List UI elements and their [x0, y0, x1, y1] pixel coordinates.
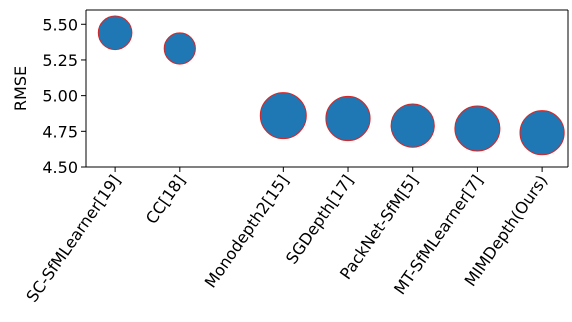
data-point-3 — [325, 95, 371, 142]
data-point-2 — [259, 92, 307, 140]
data-point-5 — [454, 105, 501, 152]
data-points — [97, 15, 565, 156]
data-point-4 — [390, 103, 435, 148]
data-point-1 — [163, 32, 196, 65]
y-tick-label-4: 5.50 — [42, 15, 78, 34]
x-ticks: SC-SfMLearner[19] CC[18] Monodepth2[15]SGD… — [22, 167, 551, 306]
y-tick-label-0: 4.50 — [42, 158, 78, 177]
data-point-0 — [97, 15, 133, 51]
x-tick-label-3: SGDepth[17] — [282, 171, 357, 267]
x-tick-label-1: CC[18] — [142, 171, 189, 227]
x-tick-label-2: Monodepth2[15] — [201, 171, 293, 291]
y-tick-label-3: 5.25 — [42, 51, 78, 70]
y-tick-label-2: 5.00 — [42, 87, 78, 106]
axes — [85, 9, 569, 168]
x-tick-label-0: SC-SfMLearner[19] — [22, 171, 124, 305]
y-axis-label: RMSE — [11, 66, 30, 111]
y-tick-label-1: 4.75 — [42, 122, 78, 141]
y-ticks: 4.50 4.75 5.00 5.25 5.50 — [42, 15, 86, 177]
data-point-6 — [519, 110, 565, 156]
